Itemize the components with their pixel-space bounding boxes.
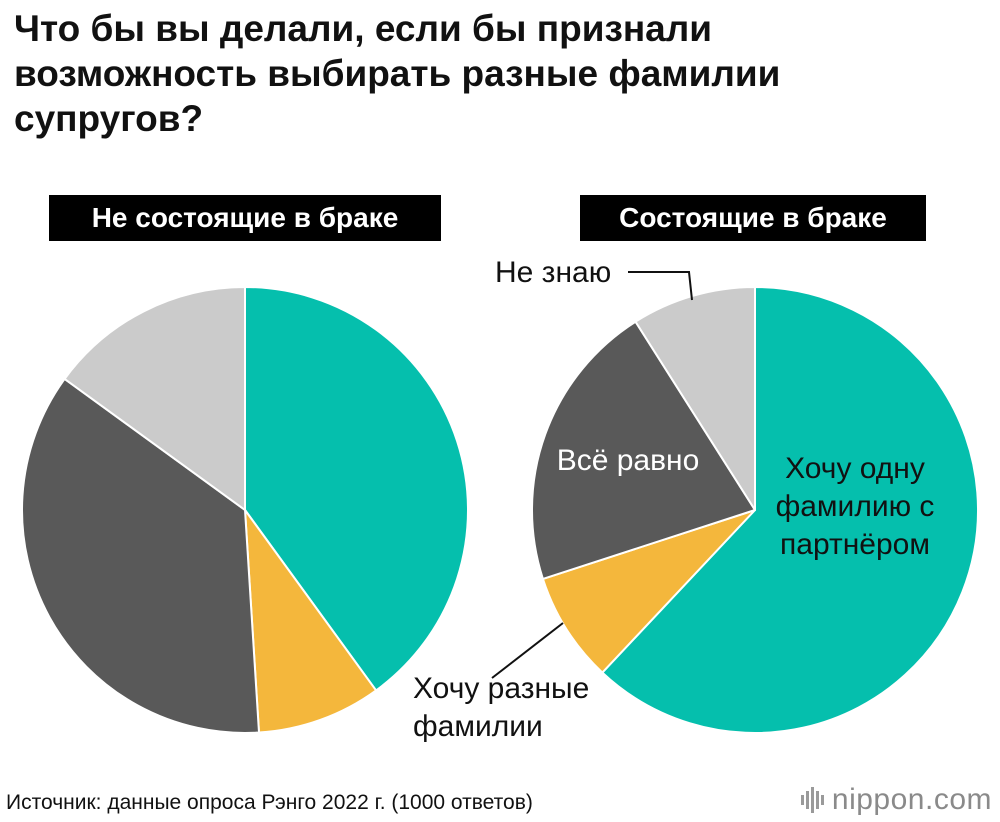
leader-line-dont-know: [628, 271, 693, 301]
pie-slice-same_surname: [601, 286, 979, 734]
pie-title-unmarried: Не состоящие в браке: [49, 195, 441, 241]
source-note: Источник: данные опроса Рэнго 2022 г. (1…: [6, 791, 533, 814]
pie-slice-dont_know: [634, 286, 756, 511]
nippon-logo[interactable]: nippon.com: [800, 780, 992, 820]
pie-slice-indifferent: [21, 377, 260, 734]
logo-bars-icon: [800, 787, 824, 813]
pie-unmarried: [21, 286, 469, 734]
pie-title-married: Состоящие в браке: [580, 195, 926, 241]
pie-married-labels: Хочу одну фамилию с партнёром Хочу разные фа…: [413, 256, 934, 743]
pie-slice-same_surname: [244, 286, 469, 692]
pie-slice-different_surnames: [541, 509, 756, 674]
slice-label-different_surnames: Хочу разные фамилии: [413, 672, 589, 743]
logo-text: nippon.com: [831, 783, 992, 816]
pie-married: [531, 286, 979, 734]
pie-slice-different_surnames: [244, 509, 378, 734]
slice-label-indifferent: Всё равно: [557, 444, 700, 477]
chart-title: Что бы вы делали, если бы признали возмо…: [14, 8, 781, 139]
pie-slice-dont_know: [63, 286, 246, 511]
slice-label-same_surname: Хочу одну фамилию с партнёром: [776, 452, 935, 561]
leader-line-different-surnames: [491, 622, 564, 679]
slice-label-dont_know: Не знаю: [495, 256, 611, 289]
pie-slice-indifferent: [531, 320, 756, 580]
